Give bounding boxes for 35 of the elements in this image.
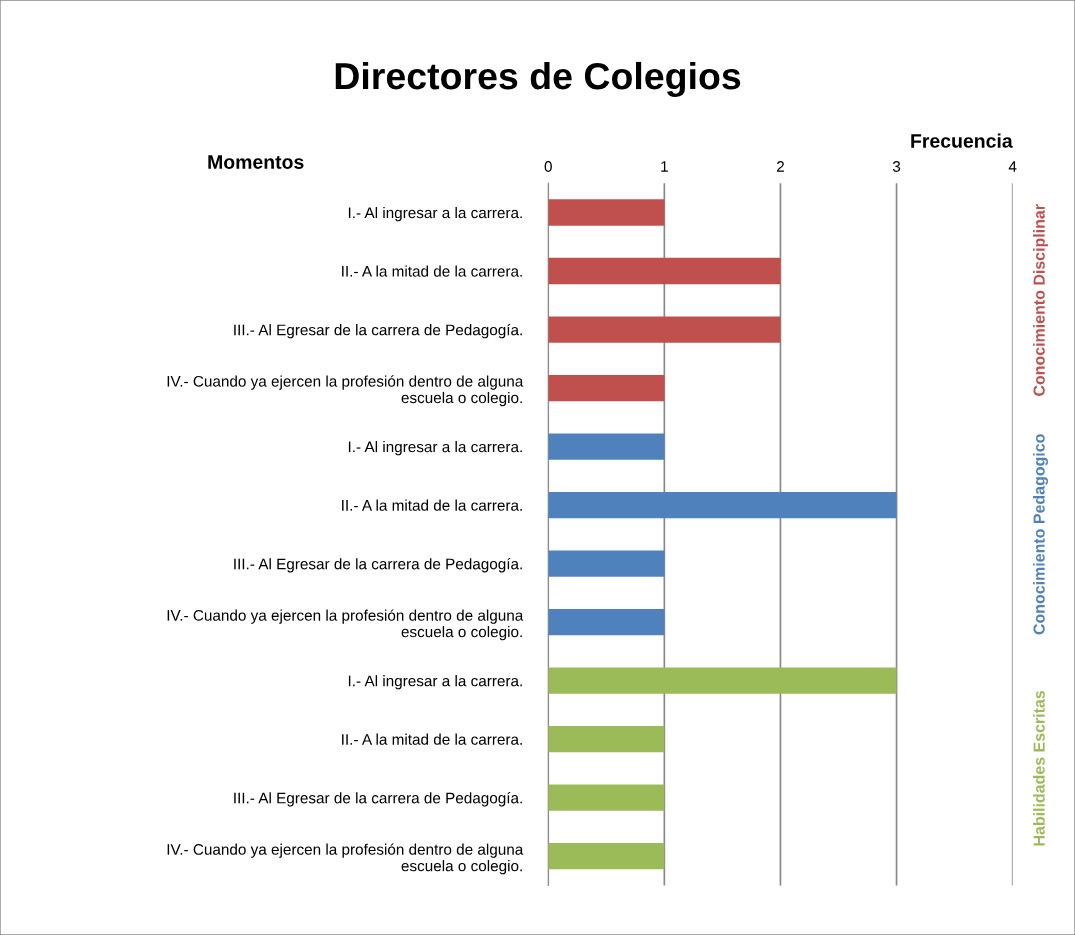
bar xyxy=(548,843,665,870)
y-tick-label: III.- Al Egresar de la carrera de Pedagogía. xyxy=(234,792,522,807)
bar xyxy=(548,725,665,753)
text: Conocimiento Disciplinar xyxy=(1033,204,1048,396)
bar xyxy=(548,199,665,226)
bar xyxy=(548,316,781,343)
text: Conocimiento Pedagogico xyxy=(1033,434,1048,635)
bar xyxy=(548,667,897,694)
bar xyxy=(548,608,665,636)
y-tick-label: I.- Al ingresar a la carrera. xyxy=(348,206,522,222)
bar xyxy=(548,491,897,519)
bar xyxy=(548,433,665,460)
y-tick-label: III.- Al Egresar de la carrera de Pedagogía. xyxy=(234,557,522,573)
bar xyxy=(548,374,665,402)
x-tick-label: 1 xyxy=(661,161,668,172)
y-axis-title: Momentos xyxy=(208,155,304,169)
bar xyxy=(548,550,665,577)
text: Habilidades Escritas xyxy=(1033,690,1045,846)
x-tick-label: 0 xyxy=(544,161,552,172)
y-tick-label: II.- A la mitad de la carrera. xyxy=(342,265,522,277)
bar xyxy=(548,257,781,285)
y-tick-label: II.- A la mitad de la carrera. xyxy=(342,733,522,745)
bar xyxy=(548,784,665,811)
y-tick-label: IV.- Cuando ya ejercen la profesión dentro de alguna escuela o colegio. xyxy=(167,375,524,407)
chart-title: Directores de Colegios xyxy=(335,61,741,98)
x-tick-label: 4 xyxy=(1008,161,1017,172)
x-tick-label: 3 xyxy=(892,161,901,172)
y-tick-label: IV.- Cuando ya ejercen la profesión dentro de alguna escuela o colegio. xyxy=(167,609,524,641)
y-tick-label: IV.- Cuando ya ejercen la profesión dentro de alguna escuela o colegio. xyxy=(167,843,524,875)
y-tick-label: I.- Al ingresar a la carrera. xyxy=(348,441,522,456)
x-axis-title: Frecuencia xyxy=(911,133,1013,148)
y-tick-label: I.- Al ingresar a la carrera. xyxy=(348,675,522,690)
y-tick-label: II.- A la mitad de la carrera. xyxy=(342,499,522,511)
y-tick-label: III.- Al Egresar de la carrera de Pedagogía. xyxy=(234,323,522,339)
x-tick-label: 2 xyxy=(776,161,784,172)
